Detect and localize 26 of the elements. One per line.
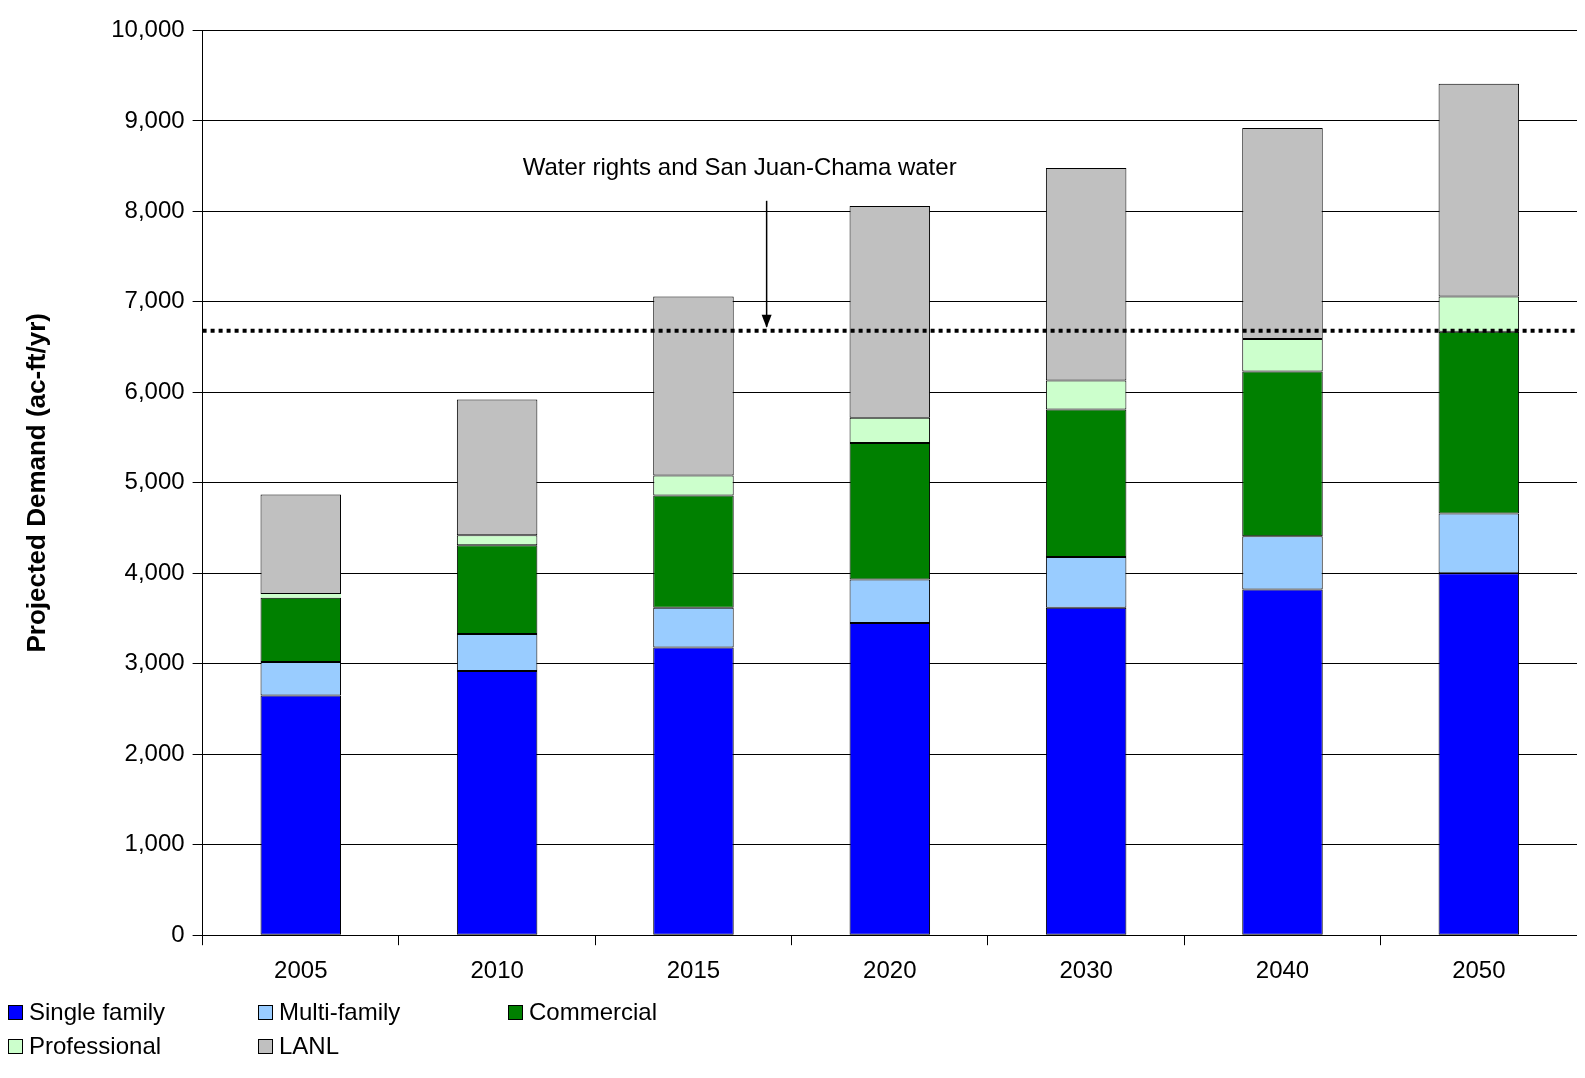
legend-label: Multi-family (279, 998, 401, 1026)
y-tick-label: 3,000 (124, 648, 185, 676)
y-tick-label: 7,000 (124, 286, 185, 314)
legend-label: Professional (29, 1032, 162, 1060)
y-tick-label: 10,000 (111, 15, 185, 43)
y-tick-label: 8,000 (124, 195, 185, 223)
y-tick-label: 4,000 (124, 557, 185, 585)
legend-label: Single family (29, 998, 166, 1026)
x-tick-label: 2040 (1255, 956, 1310, 984)
legend-label: LANL (279, 1032, 340, 1060)
y-tick-label: 2,000 (124, 738, 185, 766)
x-tick-label: 2010 (470, 956, 524, 984)
y-tick-label: 6,000 (124, 376, 185, 404)
x-tick-label: 2030 (1059, 956, 1113, 984)
y-axis-title: Projected Demand (ac-ft/yr) (20, 313, 51, 653)
y-tick-label: 0 (171, 919, 185, 947)
y-tick-label: 9,000 (124, 105, 185, 133)
y-tick-label: 5,000 (124, 467, 185, 495)
ref-line-label: Water rights and San Juan-Chama water (522, 153, 957, 181)
x-tick-label: 2020 (863, 956, 917, 984)
y-tick-label: 1,000 (124, 829, 185, 857)
x-tick-label: 2005 (274, 956, 328, 984)
legend-label: Commercial (529, 998, 658, 1026)
x-tick-label: 2015 (666, 956, 721, 984)
bar (260, 594, 342, 598)
x-tick-label: 2050 (1452, 956, 1506, 984)
